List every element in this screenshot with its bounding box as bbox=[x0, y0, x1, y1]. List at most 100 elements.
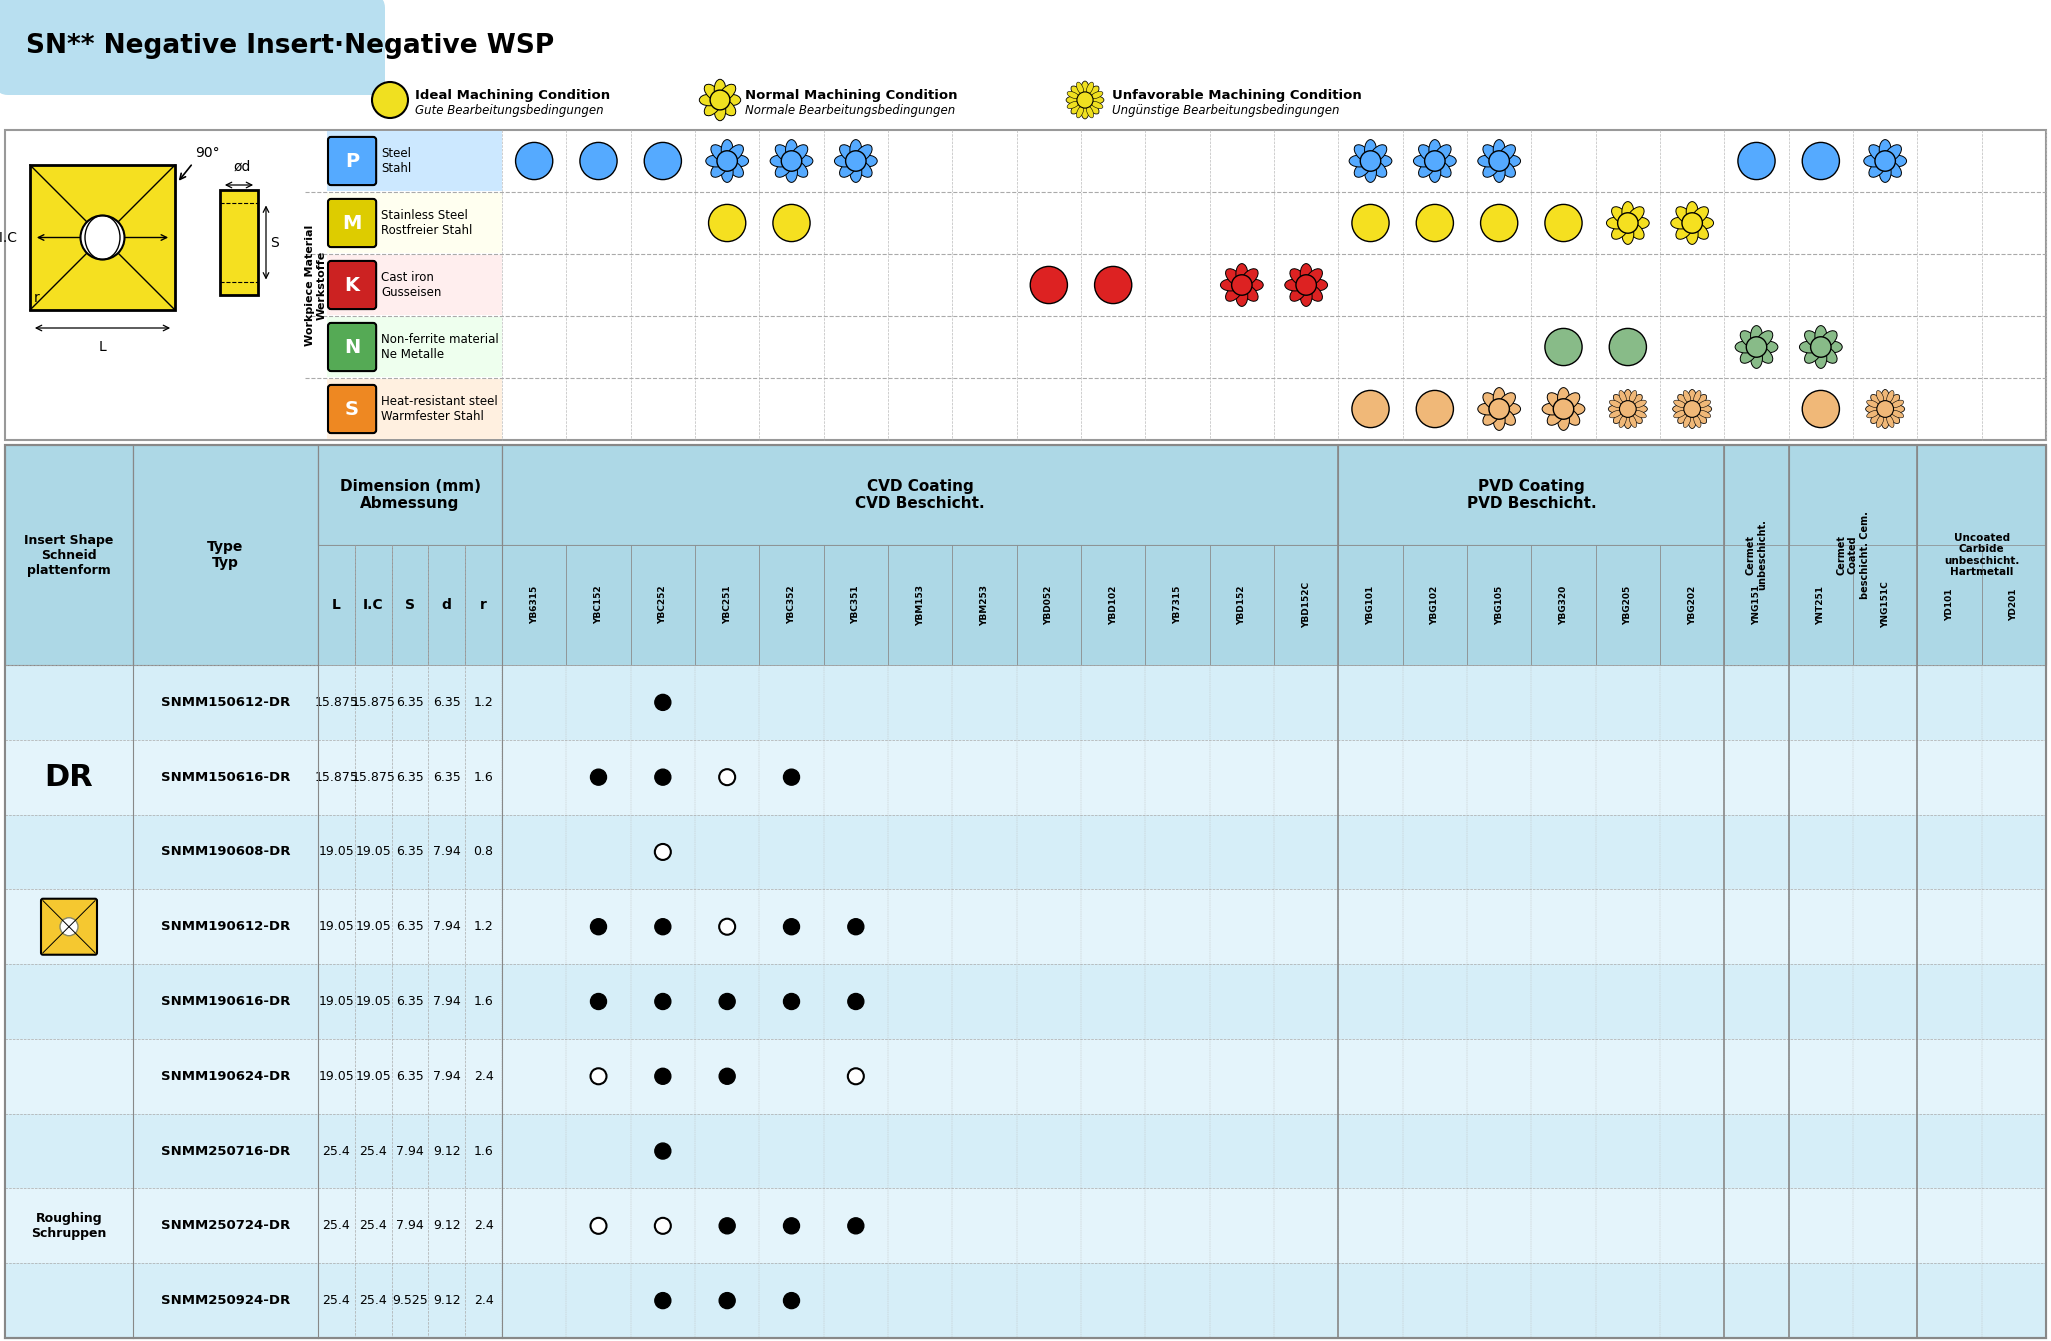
Text: 19.05: 19.05 bbox=[318, 995, 355, 1008]
Ellipse shape bbox=[714, 101, 726, 121]
Ellipse shape bbox=[1684, 416, 1690, 428]
Bar bbox=[326, 255, 502, 315]
Text: 6.35: 6.35 bbox=[433, 696, 461, 709]
Ellipse shape bbox=[1881, 412, 1889, 429]
Circle shape bbox=[708, 204, 747, 241]
Text: 1.6: 1.6 bbox=[474, 995, 494, 1008]
Ellipse shape bbox=[728, 156, 749, 166]
Ellipse shape bbox=[855, 161, 872, 177]
Text: Uncoated
Carbide
unbeschicht.
Hartmetall: Uncoated Carbide unbeschicht. Hartmetall bbox=[1944, 532, 2020, 578]
Text: YBC351: YBC351 bbox=[851, 586, 859, 625]
Bar bbox=[326, 193, 502, 253]
Bar bbox=[566, 544, 630, 665]
Text: YBM253: YBM253 bbox=[980, 585, 989, 625]
Circle shape bbox=[783, 1293, 800, 1309]
Text: ØI.C: ØI.C bbox=[0, 231, 16, 244]
Ellipse shape bbox=[726, 145, 742, 161]
Text: 19.05: 19.05 bbox=[318, 920, 355, 933]
Text: YNG151C: YNG151C bbox=[1881, 582, 1889, 629]
Ellipse shape bbox=[1434, 145, 1452, 161]
Circle shape bbox=[1745, 337, 1766, 357]
Bar bbox=[4, 964, 2047, 1039]
Bar bbox=[318, 544, 355, 665]
Circle shape bbox=[654, 770, 671, 786]
Ellipse shape bbox=[1483, 393, 1499, 409]
Ellipse shape bbox=[1430, 162, 1440, 182]
Text: 19.05: 19.05 bbox=[355, 920, 392, 933]
Ellipse shape bbox=[1354, 161, 1370, 177]
Circle shape bbox=[1489, 398, 1510, 420]
Bar bbox=[1017, 544, 1081, 665]
Bar bbox=[1918, 445, 2047, 665]
Text: 15.875: 15.875 bbox=[351, 771, 396, 783]
Ellipse shape bbox=[1364, 139, 1376, 160]
Text: YBG202: YBG202 bbox=[1688, 586, 1696, 625]
Ellipse shape bbox=[1889, 405, 1905, 413]
Ellipse shape bbox=[1868, 145, 1885, 161]
Ellipse shape bbox=[714, 79, 726, 99]
Ellipse shape bbox=[1815, 347, 1827, 369]
Ellipse shape bbox=[1887, 416, 1893, 428]
Bar bbox=[133, 445, 318, 665]
Bar bbox=[695, 544, 759, 665]
Ellipse shape bbox=[706, 156, 726, 166]
Bar bbox=[392, 544, 429, 665]
Ellipse shape bbox=[1499, 156, 1520, 166]
Bar bbox=[4, 889, 2047, 964]
Ellipse shape bbox=[1676, 223, 1692, 239]
Ellipse shape bbox=[1635, 410, 1647, 418]
Text: 1.6: 1.6 bbox=[474, 771, 494, 783]
Circle shape bbox=[644, 142, 681, 180]
Ellipse shape bbox=[1739, 331, 1758, 347]
Circle shape bbox=[1030, 267, 1067, 303]
Ellipse shape bbox=[1077, 82, 1083, 94]
Text: 19.05: 19.05 bbox=[355, 995, 392, 1008]
Text: SNMM250716-DR: SNMM250716-DR bbox=[160, 1145, 289, 1157]
Ellipse shape bbox=[1866, 410, 1879, 418]
Circle shape bbox=[515, 142, 554, 180]
Text: YBD052: YBD052 bbox=[1044, 585, 1054, 625]
Circle shape bbox=[591, 770, 607, 786]
Ellipse shape bbox=[1626, 207, 1645, 224]
Text: I.C: I.C bbox=[363, 598, 384, 611]
Ellipse shape bbox=[1565, 404, 1585, 414]
Ellipse shape bbox=[1087, 82, 1093, 94]
Ellipse shape bbox=[1493, 410, 1505, 430]
Circle shape bbox=[1489, 150, 1510, 172]
Bar bbox=[759, 544, 825, 665]
Text: 7.94: 7.94 bbox=[433, 1070, 461, 1082]
Ellipse shape bbox=[1354, 145, 1370, 161]
Ellipse shape bbox=[1499, 404, 1520, 414]
Text: SNMM190612-DR: SNMM190612-DR bbox=[160, 920, 289, 933]
Ellipse shape bbox=[1557, 410, 1569, 430]
Text: CVD Coating
CVD Beschicht.: CVD Coating CVD Beschicht. bbox=[855, 479, 984, 511]
Circle shape bbox=[718, 150, 738, 172]
Ellipse shape bbox=[1622, 201, 1635, 223]
Ellipse shape bbox=[1678, 410, 1690, 424]
Ellipse shape bbox=[1081, 103, 1089, 119]
Circle shape bbox=[783, 1218, 800, 1234]
Ellipse shape bbox=[1413, 156, 1434, 166]
Ellipse shape bbox=[849, 162, 861, 182]
Ellipse shape bbox=[1624, 412, 1633, 429]
Text: SNMM150612-DR: SNMM150612-DR bbox=[160, 696, 289, 709]
Circle shape bbox=[845, 150, 866, 172]
Ellipse shape bbox=[1306, 284, 1323, 302]
Bar bbox=[630, 544, 695, 665]
Ellipse shape bbox=[1628, 410, 1643, 424]
Ellipse shape bbox=[1499, 145, 1516, 161]
Ellipse shape bbox=[1091, 102, 1103, 109]
Ellipse shape bbox=[1618, 390, 1626, 402]
Bar bbox=[1403, 544, 1466, 665]
Ellipse shape bbox=[1692, 207, 1708, 224]
Ellipse shape bbox=[1635, 400, 1647, 408]
Text: YBG320: YBG320 bbox=[1559, 586, 1569, 625]
Text: 7.94: 7.94 bbox=[396, 1145, 425, 1157]
Ellipse shape bbox=[786, 139, 798, 160]
Circle shape bbox=[591, 994, 607, 1010]
Text: Normal Machining Condition: Normal Machining Condition bbox=[745, 89, 958, 102]
Ellipse shape bbox=[1614, 394, 1626, 408]
Ellipse shape bbox=[703, 84, 720, 101]
Circle shape bbox=[1803, 390, 1840, 428]
Bar bbox=[502, 544, 566, 665]
